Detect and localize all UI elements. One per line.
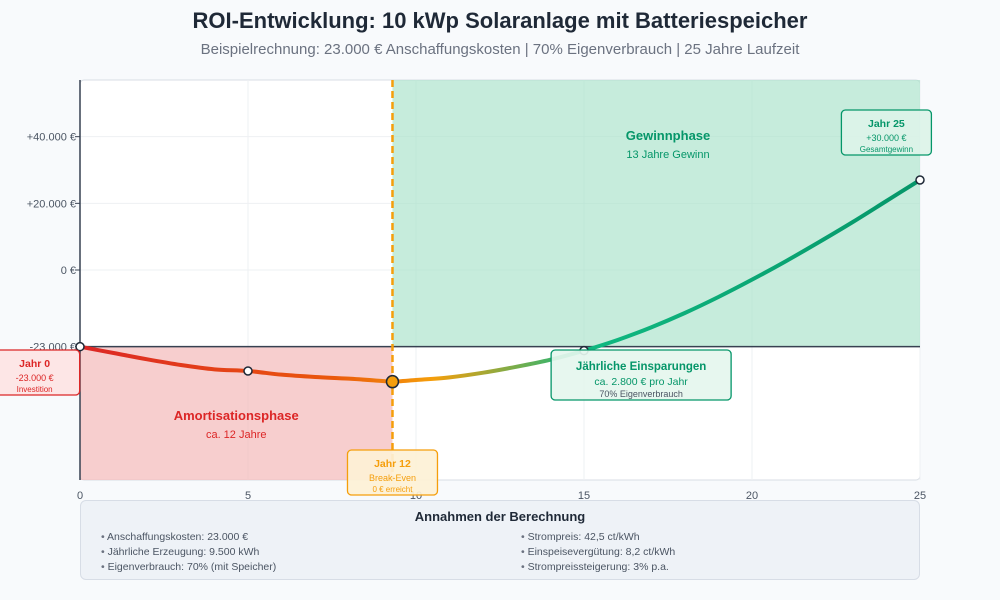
chart-title: ROI-Entwicklung: 10 kWp Solaranlage mit … bbox=[192, 8, 808, 33]
annotation-title: Jährliche Einsparungen bbox=[576, 361, 706, 373]
roi-series-line bbox=[78, 178, 922, 384]
x-tick-label: 25 bbox=[914, 490, 926, 500]
region-sublabel-profit: 13 Jahre Gewinn bbox=[626, 149, 709, 161]
annotation-box bbox=[346, 449, 439, 496]
annotation-title: Jahr 12 bbox=[374, 458, 411, 470]
annotation-title: Jahr 0 bbox=[19, 358, 50, 370]
annotation-line: -23.000 € bbox=[16, 373, 54, 383]
region-label-amortization: Amortisationsphase bbox=[174, 408, 299, 423]
y-tick-label: +40.000 € bbox=[27, 132, 76, 144]
assumptions-list-right: Strompreis: 42,5 ct/kWh Einspeisevergütu… bbox=[521, 530, 676, 575]
annotation-note: 70% Eigenverbrauch bbox=[599, 389, 683, 399]
annotation-line: Break-Even bbox=[369, 473, 416, 483]
y-tick-label: +20.000 € bbox=[27, 198, 76, 210]
break-even-point bbox=[385, 374, 400, 389]
x-tick-label: 5 bbox=[245, 490, 251, 500]
data-point bbox=[243, 366, 253, 376]
annotation-jahr25: Jahr 25 +30.000 € Gesamtgewinn bbox=[840, 109, 933, 156]
annotation-box bbox=[0, 349, 81, 396]
annotation-title: Jahr 25 bbox=[868, 118, 905, 130]
assumption-item: Jährliche Erzeugung: 9.500 kWh bbox=[101, 545, 276, 560]
assumption-item: Anschaffungskosten: 23.000 € bbox=[101, 530, 276, 545]
data-point bbox=[915, 175, 925, 185]
annotation-savings: Jährliche Einsparungen ca. 2.800 € pro Ja… bbox=[550, 349, 732, 401]
y-tick-label: 0 € bbox=[61, 265, 76, 277]
annotation-jahr12: Jahr 12 Break-Even 0 € erreicht bbox=[346, 449, 439, 496]
region-label-profit: Gewinnphase bbox=[626, 128, 711, 143]
profit-region bbox=[392, 80, 921, 347]
chart-subtitle: Beispielrechnung: 23.000 € Anschaffungsk… bbox=[200, 41, 800, 58]
annotation-jahr0: Jahr 0 -23.000 € Investition bbox=[0, 349, 81, 396]
assumptions-title: Annahmen der Berechnung bbox=[414, 509, 586, 524]
assumption-item: Eigenverbrauch: 70% (mit Speicher) bbox=[101, 560, 277, 575]
x-tick-label: 15 bbox=[578, 490, 590, 500]
annotation-box bbox=[550, 349, 732, 401]
annotation-line: +30.000 € bbox=[866, 133, 906, 143]
annotation-box bbox=[840, 109, 933, 156]
annotation-note: Gesamtgewinn bbox=[860, 145, 913, 154]
roi-chart: +40.000 €+20.000 €0 €-23.000 €0510152025… bbox=[0, 79, 933, 500]
assumption-item: Einspeisevergütung: 8,2 ct/kWh bbox=[521, 545, 676, 560]
assumptions-box: Annahmen der Berechnung Anschaffungskost… bbox=[80, 500, 920, 580]
annotation-line: ca. 2.800 € pro Jahr bbox=[594, 376, 688, 388]
assumptions-list-left: Anschaffungskosten: 23.000 € Jährliche E… bbox=[101, 530, 276, 575]
x-tick-label: 0 bbox=[77, 490, 83, 500]
assumption-item: Strompreis: 42,5 ct/kWh bbox=[521, 530, 675, 545]
region-sublabel-amortization: ca. 12 Jahre bbox=[206, 429, 267, 441]
x-tick-label: 20 bbox=[746, 490, 758, 500]
data-point bbox=[75, 341, 85, 352]
annotation-note: Investition bbox=[17, 385, 53, 394]
annotation-note: 0 € erreicht bbox=[372, 485, 413, 494]
assumption-item: Strompreissteigerung: 3% p.a. bbox=[521, 560, 675, 575]
